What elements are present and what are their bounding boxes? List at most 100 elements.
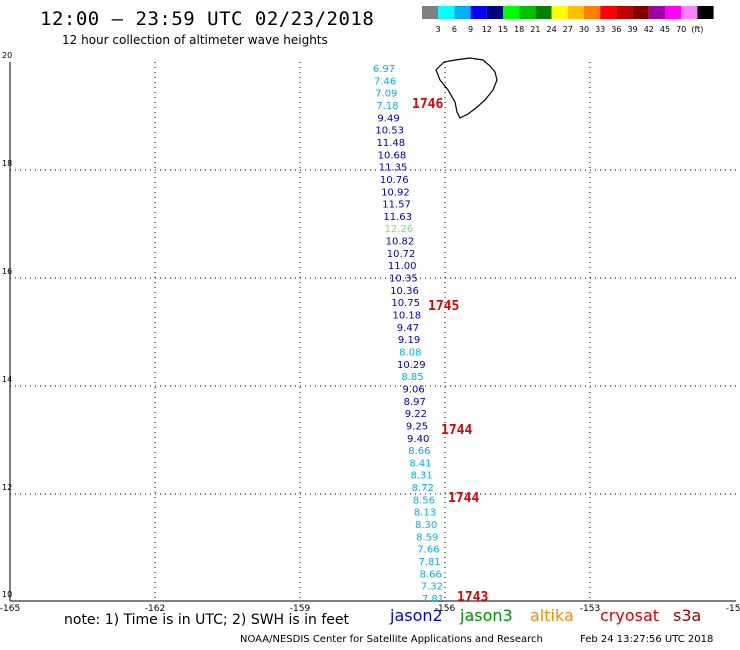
legend-label: 6 xyxy=(452,25,457,34)
wave-height-value: 8.31 xyxy=(410,471,432,482)
x-tick-label: -159 xyxy=(290,604,311,614)
legend-label: 12 xyxy=(482,25,492,34)
legend-swatch xyxy=(470,6,487,19)
wave-height-value: 7.81 xyxy=(422,594,444,605)
wave-height-value: 8.41 xyxy=(409,458,431,469)
wave-height-value: 8.72 xyxy=(412,483,434,494)
legend-swatch xyxy=(454,6,471,19)
note-text: note: 1) Time is in UTC; 2) SWH is in fe… xyxy=(64,612,350,628)
legend-label: (ft) xyxy=(691,25,703,34)
wave-height-value: 10.29 xyxy=(397,360,426,371)
legend-swatch xyxy=(567,6,584,19)
wave-height-value: 7.32 xyxy=(421,582,443,593)
time-label: 1744 xyxy=(448,491,479,506)
map-subtitle: 12 hour collection of altimeter wave hei… xyxy=(62,33,328,47)
wave-height-value: 10.75 xyxy=(391,298,420,309)
wave-height-value: 11.35 xyxy=(379,163,408,174)
legend-swatch xyxy=(616,6,633,19)
legend-swatch xyxy=(438,6,455,19)
wave-height-value: 10.36 xyxy=(390,286,419,297)
wave-height-value: 8.13 xyxy=(414,508,436,519)
legend-swatch xyxy=(600,6,617,19)
x-tick-label: -153 xyxy=(580,604,600,614)
legend-swatch xyxy=(422,6,439,19)
legend-label: 3 xyxy=(436,25,441,34)
wave-height-value: 7.81 xyxy=(418,557,440,568)
legend-label: 15 xyxy=(498,25,508,34)
legend-label: 18 xyxy=(514,25,524,34)
legend-swatch xyxy=(648,6,665,19)
wave-height-value: 8.85 xyxy=(401,372,423,383)
time-label: 1743 xyxy=(457,590,488,605)
wave-height-value: 9.47 xyxy=(397,323,419,334)
satellite-altika-label: altika xyxy=(530,606,574,625)
wave-height-value: 10.53 xyxy=(375,126,404,137)
timestamp-text: Feb 24 13:27:56 UTC 2018 xyxy=(580,634,714,645)
legend-label: 24 xyxy=(547,25,557,34)
legend-swatch xyxy=(584,6,601,19)
legend-swatch xyxy=(665,6,682,19)
x-tick-label: -150 xyxy=(726,604,740,614)
satellite-s3a-label: s3a xyxy=(673,606,702,625)
x-tick-label: -162 xyxy=(145,604,165,614)
big-island-outline xyxy=(435,57,498,119)
legend-label: 45 xyxy=(660,25,670,34)
legend-label: 39 xyxy=(628,25,638,34)
wave-height-value: 8.97 xyxy=(404,397,426,408)
y-tick-label: 16 xyxy=(2,267,12,276)
legend-swatch xyxy=(681,6,698,19)
legend-swatch xyxy=(486,6,503,19)
legend-label: 27 xyxy=(563,25,573,34)
wave-height-value: 8.56 xyxy=(413,495,435,506)
wave-height-value: 7.09 xyxy=(375,89,397,100)
wave-height-value: 11.00 xyxy=(388,261,417,272)
satellite-cryosat-label: cryosat xyxy=(600,606,660,625)
x-tick-label: -165 xyxy=(0,604,20,614)
time-label: 1746 xyxy=(412,97,443,112)
wave-height-value: 9.49 xyxy=(377,113,399,124)
wave-height-value: 8.08 xyxy=(399,347,421,358)
wave-height-value: 9.25 xyxy=(406,421,428,432)
wave-height-value: 9.19 xyxy=(398,335,420,346)
wave-height-value: 7.46 xyxy=(374,76,396,87)
wave-height-value: 6.97 xyxy=(373,64,395,75)
y-tick-label: 18 xyxy=(2,159,12,168)
legend-label: 33 xyxy=(595,25,605,34)
wave-height-value: 10.92 xyxy=(381,187,410,198)
legend-label: 70 xyxy=(676,25,686,34)
legend-swatch xyxy=(632,6,649,19)
time-label: 1744 xyxy=(441,423,472,438)
wave-height-value: 9.40 xyxy=(407,434,429,445)
wave-height-value: 8.30 xyxy=(415,520,437,531)
x-tick-label: -156 xyxy=(435,604,456,614)
legend-swatch xyxy=(535,6,552,19)
time-label: 1745 xyxy=(428,299,459,314)
y-tick-label: 20 xyxy=(2,51,12,60)
color-legend: 3 6 9 12 15 18 21 24 27 30 33 36 39 42 45 70 (ft) xyxy=(422,6,714,34)
legend-swatch xyxy=(503,6,520,19)
wave-height-value: 10.68 xyxy=(378,150,407,161)
wave-height-value: 10.35 xyxy=(389,274,418,285)
wave-height-value: 7.66 xyxy=(417,545,439,556)
legend-label: 21 xyxy=(530,25,540,34)
satellite-jason3-label: jason3 xyxy=(460,606,513,625)
wave-height-value: 10.82 xyxy=(386,237,415,248)
y-tick-label: 10 xyxy=(2,590,12,599)
legend-label: 9 xyxy=(468,25,473,34)
wave-height-value: 9.22 xyxy=(405,409,427,420)
wave-height-value: 7.18 xyxy=(376,101,398,112)
wave-height-value: 11.48 xyxy=(377,138,406,149)
wave-height-value: 10.18 xyxy=(392,311,421,322)
wave-height-value: 12.26 xyxy=(384,224,413,235)
satellite-jason2-label: jason2 xyxy=(390,606,443,625)
y-tick-label: 14 xyxy=(2,375,12,384)
credit-text: NOAA/NESDIS Center for Satellite Applica… xyxy=(240,634,543,645)
wave-height-value: 9.06 xyxy=(402,384,424,395)
legend-label: 30 xyxy=(579,25,589,34)
wave-height-value: 10.76 xyxy=(380,175,409,186)
wave-height-value: 10.72 xyxy=(387,249,416,260)
legend-swatch xyxy=(697,6,714,19)
wave-height-value: 8.66 xyxy=(420,569,442,580)
wave-height-value: 8.59 xyxy=(416,532,438,543)
